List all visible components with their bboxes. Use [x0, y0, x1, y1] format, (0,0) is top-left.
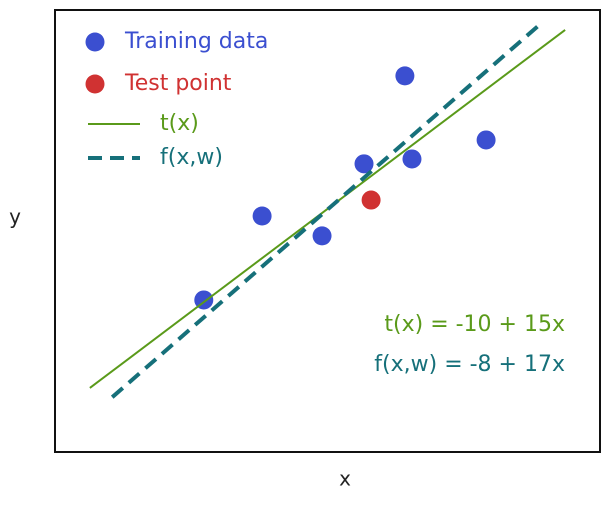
data-point	[476, 130, 496, 150]
legend-label: Training data	[124, 29, 268, 54]
data-point	[361, 190, 381, 210]
legend-marker	[85, 74, 105, 94]
plot-frame	[54, 9, 601, 453]
legend-label: f(x,w)	[160, 145, 223, 170]
y-axis-label: y	[9, 205, 21, 229]
data-point	[312, 226, 332, 246]
equation-annotation: f(x,w) = -8 + 17x	[374, 352, 565, 377]
data-point	[402, 149, 422, 169]
legend-marker	[85, 32, 105, 52]
legend-label: Test point	[124, 71, 232, 96]
equation-annotation: t(x) = -10 + 15x	[384, 312, 565, 337]
data-point	[354, 154, 374, 174]
legend-label: t(x)	[160, 111, 199, 136]
data-point	[252, 206, 272, 226]
x-axis-label: x	[339, 467, 351, 491]
dashed-line	[110, 20, 545, 399]
data-point	[395, 66, 415, 86]
